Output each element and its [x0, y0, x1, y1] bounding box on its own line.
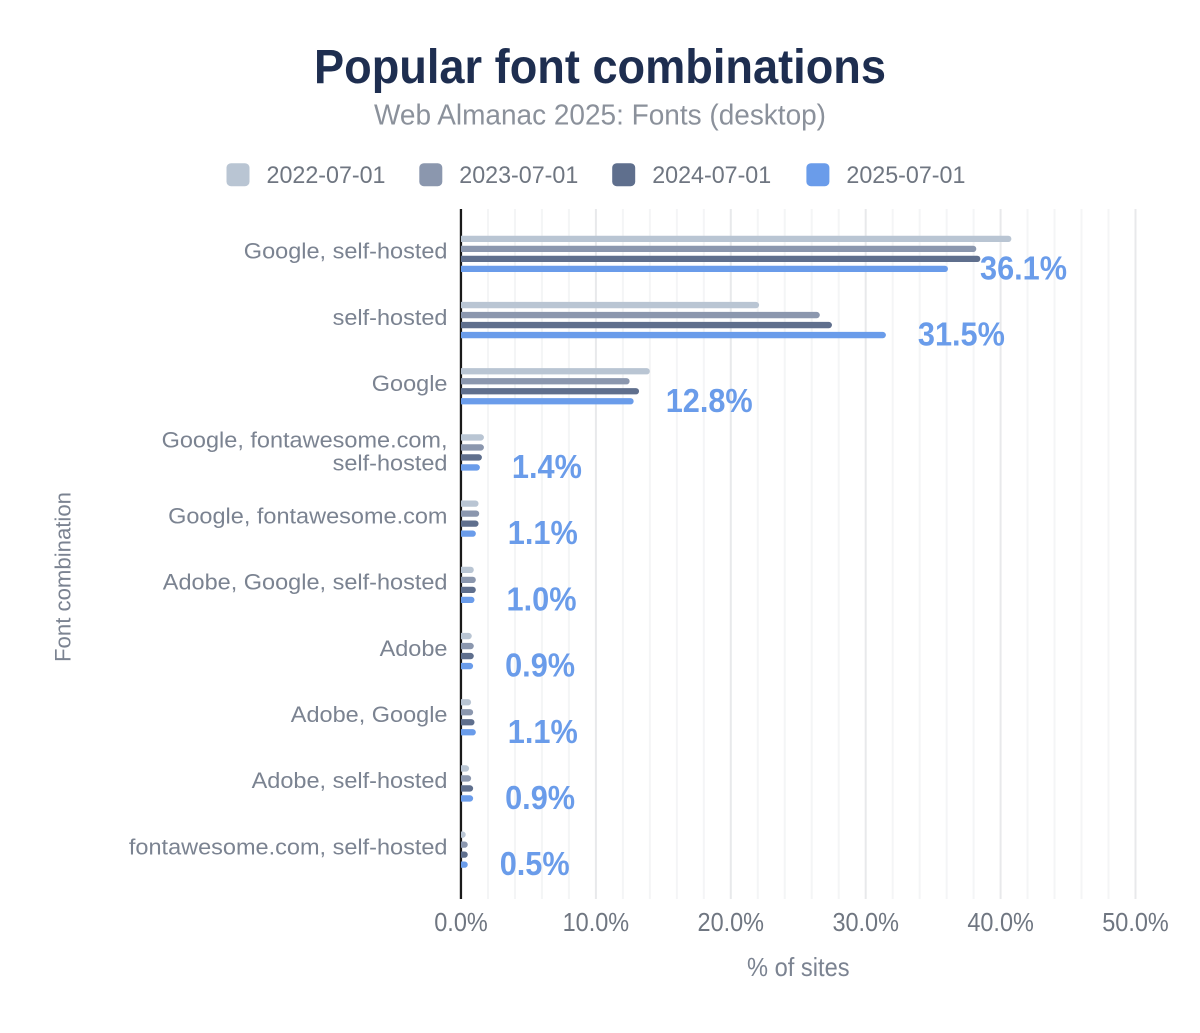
svg-text:1.0%: 1.0% [507, 580, 577, 617]
svg-text:1.4%: 1.4% [512, 448, 582, 485]
svg-text:Font combination: Font combination [51, 492, 76, 662]
svg-text:2023-07-01: 2023-07-01 [459, 162, 578, 189]
svg-text:Adobe, self-hosted: Adobe, self-hosted [252, 768, 448, 793]
svg-text:self-hosted: self-hosted [333, 305, 448, 330]
svg-text:1.1%: 1.1% [508, 713, 578, 750]
svg-text:Google, fontawesome.com,: Google, fontawesome.com, [162, 428, 448, 453]
svg-text:20.0%: 20.0% [698, 907, 765, 937]
svg-text:% of sites: % of sites [747, 952, 850, 982]
svg-text:2024-07-01: 2024-07-01 [652, 162, 771, 189]
svg-text:12.8%: 12.8% [666, 382, 753, 419]
svg-text:Web Almanac 2025: Fonts (deskt: Web Almanac 2025: Fonts (desktop) [374, 100, 826, 132]
svg-text:2025-07-01: 2025-07-01 [846, 162, 965, 189]
svg-text:Google: Google [372, 371, 448, 396]
svg-text:30.0%: 30.0% [832, 907, 899, 937]
svg-text:fontawesome.com, self-hosted: fontawesome.com, self-hosted [129, 834, 448, 859]
svg-text:Google, self-hosted: Google, self-hosted [244, 239, 448, 264]
svg-text:0.0%: 0.0% [434, 907, 488, 937]
svg-text:31.5%: 31.5% [918, 316, 1005, 353]
svg-text:Adobe, Google, self-hosted: Adobe, Google, self-hosted [163, 570, 448, 595]
svg-text:40.0%: 40.0% [967, 907, 1034, 937]
svg-text:10.0%: 10.0% [563, 907, 630, 937]
svg-text:2022-07-01: 2022-07-01 [267, 162, 386, 189]
svg-text:Popular font combinations: Popular font combinations [314, 41, 886, 94]
svg-text:36.1%: 36.1% [980, 249, 1067, 286]
svg-text:0.5%: 0.5% [500, 845, 570, 882]
svg-text:0.9%: 0.9% [505, 779, 575, 816]
svg-text:Adobe, Google: Adobe, Google [291, 702, 448, 727]
svg-text:Google, fontawesome.com: Google, fontawesome.com [168, 503, 447, 528]
svg-text:1.1%: 1.1% [508, 514, 578, 551]
svg-text:self-hosted: self-hosted [333, 450, 448, 475]
svg-text:Adobe: Adobe [380, 636, 448, 661]
svg-text:0.9%: 0.9% [505, 647, 575, 684]
svg-text:50.0%: 50.0% [1102, 907, 1169, 937]
